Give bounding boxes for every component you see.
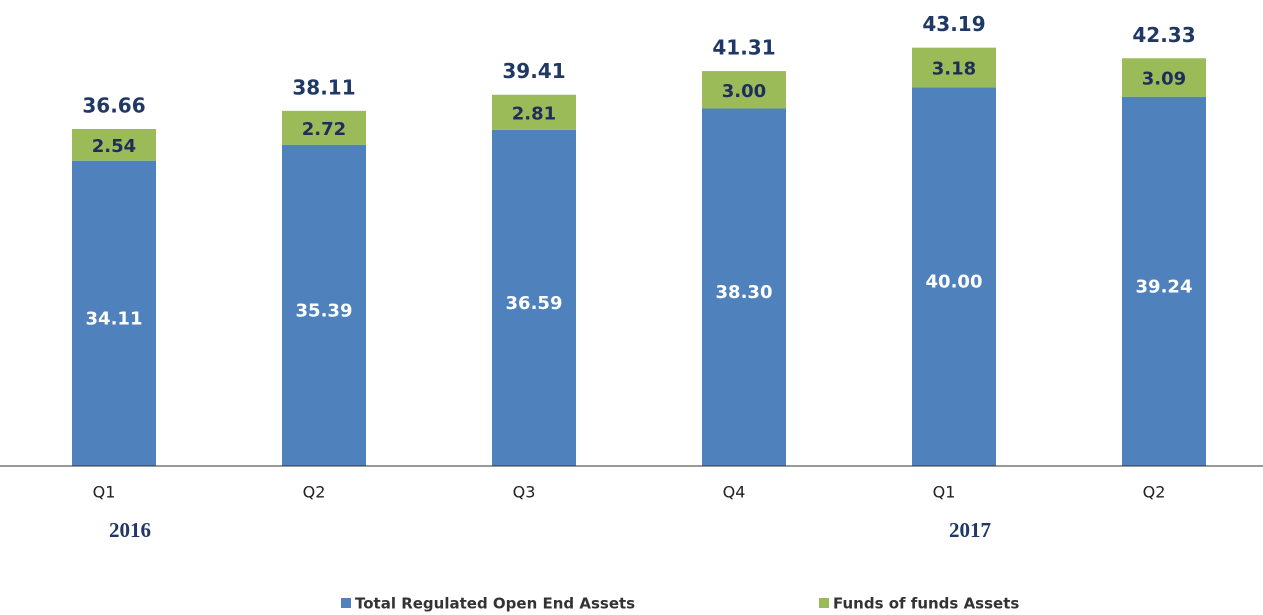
- bar-segment: [912, 47, 996, 88]
- bar-segment: [912, 87, 996, 466]
- bar-segment: [282, 110, 366, 145]
- total-label: 43.19: [922, 12, 985, 36]
- x-tick-label: Q3: [513, 483, 536, 502]
- value-label: 3.00: [722, 81, 766, 102]
- value-label: 2.54: [92, 136, 136, 157]
- total-label: 42.33: [1132, 23, 1195, 47]
- legend-swatch: [341, 598, 351, 608]
- x-tick-label: Q1: [933, 483, 956, 502]
- bar-segment: [702, 71, 786, 109]
- bar-segment: [492, 94, 576, 130]
- legend-swatch: [819, 598, 829, 608]
- value-label: 39.24: [1136, 276, 1193, 297]
- bar-segment: [1122, 58, 1206, 97]
- bar-segment: [72, 160, 156, 466]
- x-tick-label: Q2: [303, 483, 326, 502]
- value-label: 40.00: [926, 272, 983, 293]
- value-label: 2.81: [512, 103, 556, 124]
- x-tick-label: Q4: [723, 483, 746, 502]
- year-label: 2017: [949, 518, 991, 542]
- bar-segment: [702, 108, 786, 467]
- bar-segment: [282, 144, 366, 466]
- x-tick-label: Q2: [1143, 483, 1166, 502]
- value-label: 3.18: [932, 58, 976, 79]
- total-label: 41.31: [712, 35, 775, 59]
- value-label: 35.39: [296, 300, 353, 321]
- year-label: 2016: [109, 518, 151, 542]
- total-label: 39.41: [502, 59, 565, 83]
- total-label: 38.11: [292, 75, 355, 99]
- bar-segment: [72, 129, 156, 161]
- bar-segment: [492, 129, 576, 466]
- legend-label: Total Regulated Open End Assets: [355, 595, 635, 613]
- total-label: 36.66: [82, 93, 145, 117]
- bar-segment: [1122, 96, 1206, 467]
- value-label: 38.30: [716, 282, 773, 303]
- x-tick-label: Q1: [93, 483, 116, 502]
- value-label: 34.11: [86, 308, 143, 329]
- legend-label: Funds of funds Assets: [833, 595, 1019, 613]
- value-label: 2.72: [302, 119, 346, 140]
- value-label: 3.09: [1142, 69, 1186, 90]
- value-label: 36.59: [506, 293, 563, 314]
